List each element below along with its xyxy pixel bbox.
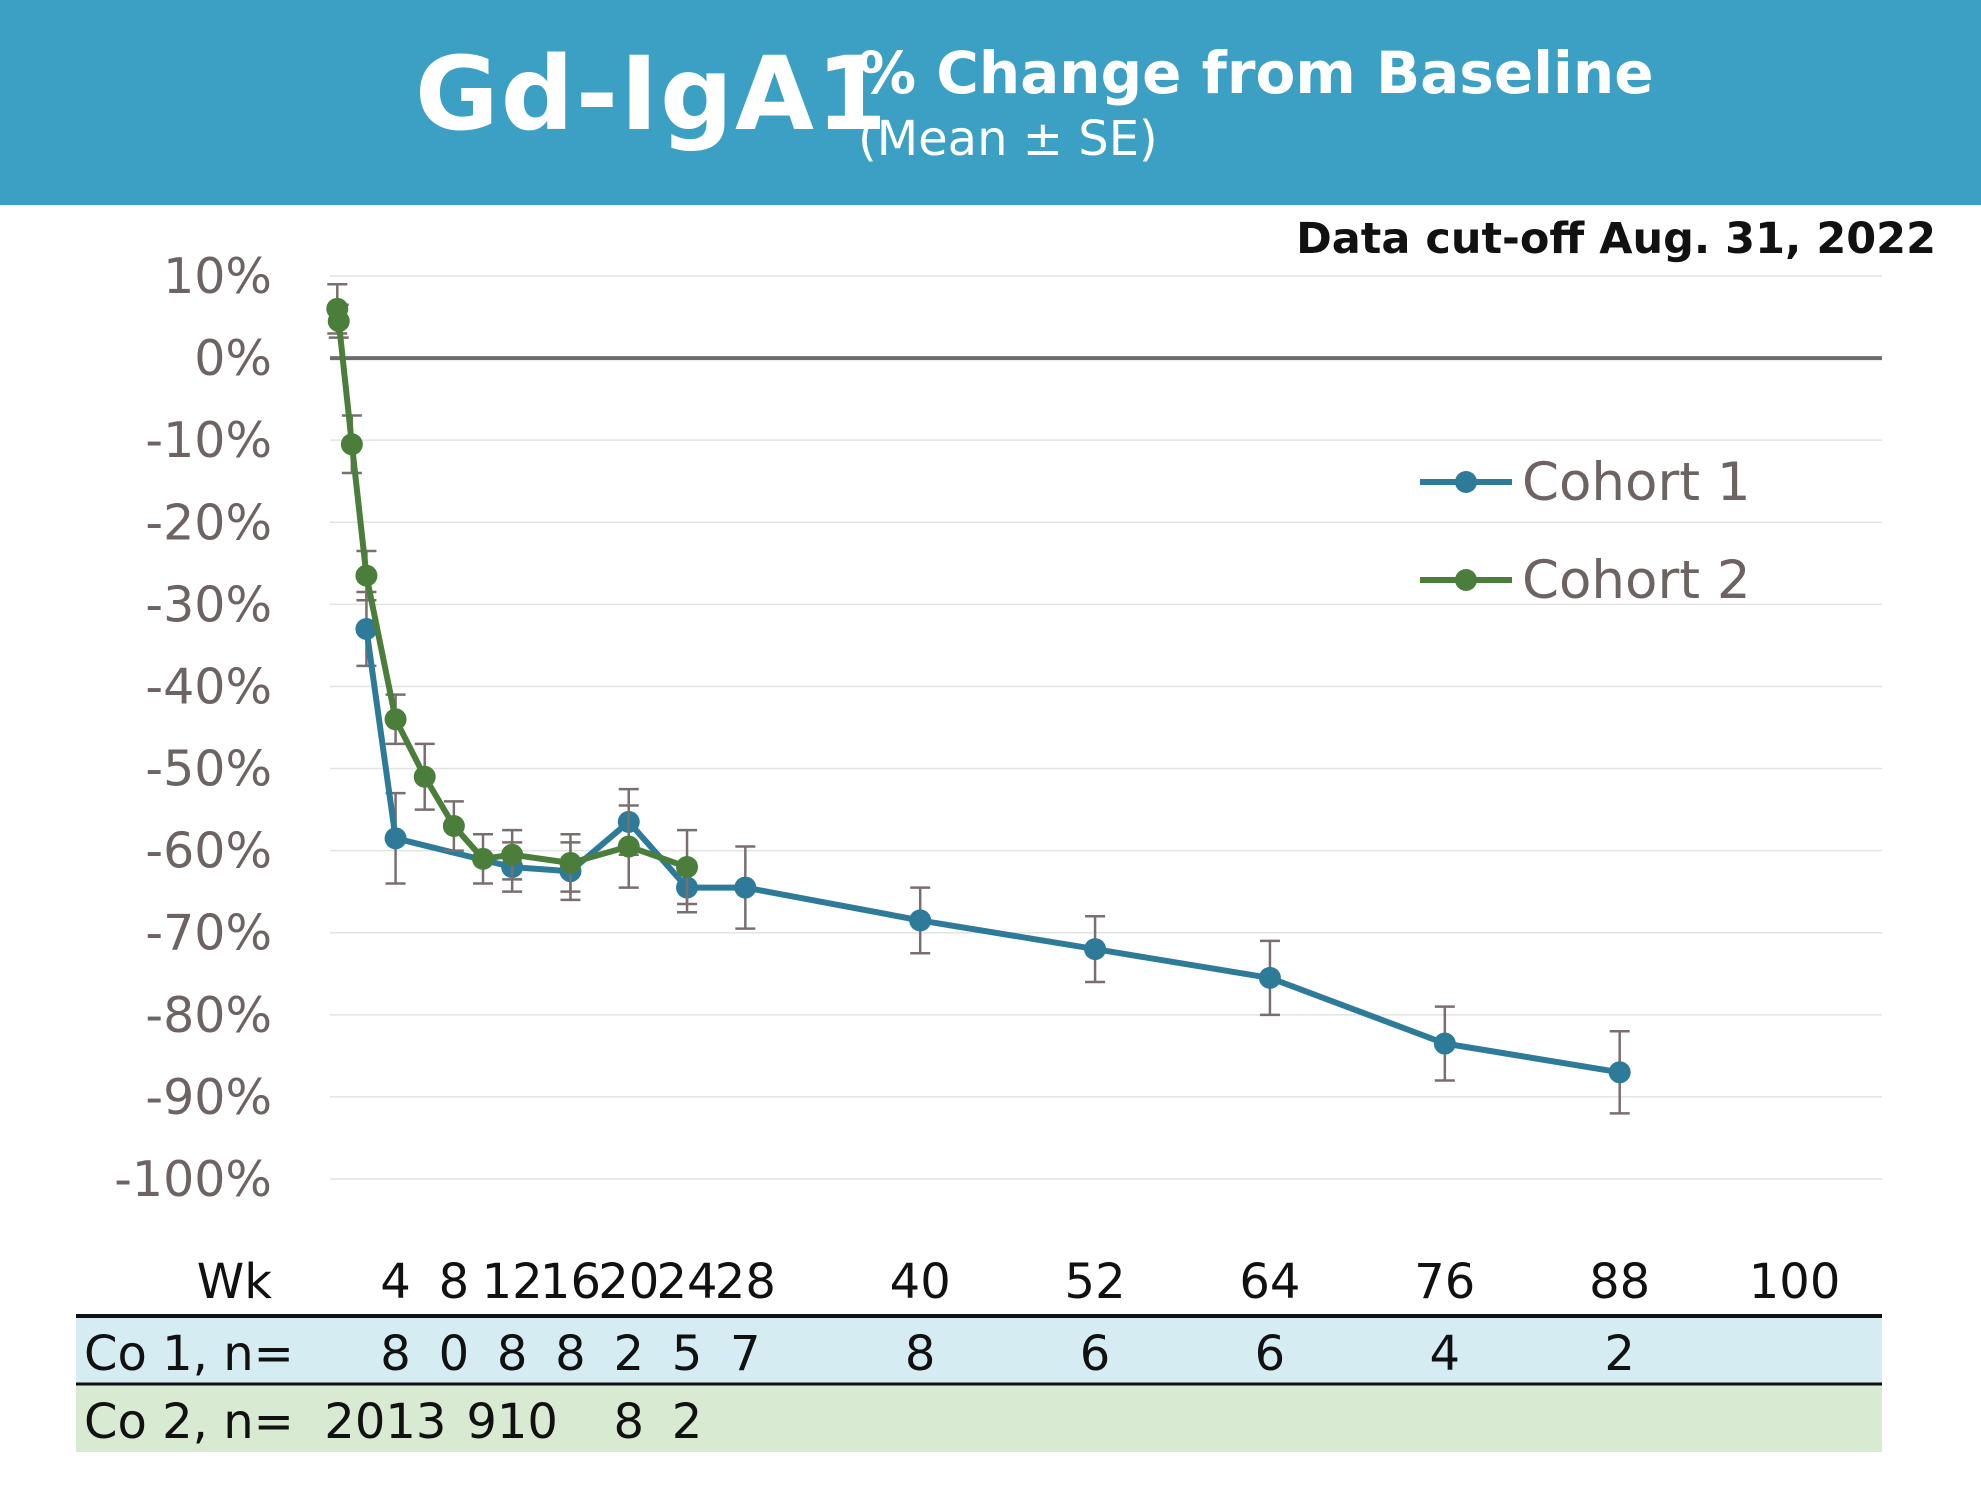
y-tick-label: -20% xyxy=(145,494,272,551)
n-count: 2 xyxy=(672,1394,703,1450)
n-row-label: Co 1, n= xyxy=(84,1326,294,1382)
legend-swatch-marker xyxy=(1455,471,1477,493)
y-tick-label: -100% xyxy=(114,1151,272,1208)
legend-swatch-marker xyxy=(1455,569,1477,591)
x-tick-label: 64 xyxy=(1239,1254,1300,1310)
y-tick-label: -10% xyxy=(145,412,272,469)
x-tick-label: 28 xyxy=(715,1254,776,1310)
y-tick-label: -30% xyxy=(145,576,272,633)
data-point xyxy=(617,835,640,858)
data-point xyxy=(384,708,407,731)
n-count: 2 xyxy=(1604,1326,1635,1382)
y-tick-label: 0% xyxy=(194,330,272,387)
n-count: 0 xyxy=(439,1326,470,1382)
y-tick-label: -60% xyxy=(145,823,272,880)
data-point xyxy=(355,564,378,587)
n-count: 8 xyxy=(497,1326,528,1382)
x-axis-label: Wk xyxy=(197,1254,272,1310)
n-count: 8 xyxy=(380,1326,411,1382)
data-point xyxy=(413,765,436,788)
n-count: 2013 xyxy=(324,1394,446,1450)
title-banner: Gd-IgA1 % Change from Baseline (Mean ± S… xyxy=(0,0,1981,205)
data-point xyxy=(442,815,465,838)
x-tick-label: 40 xyxy=(890,1254,951,1310)
chart-subtitle-stat: (Mean ± SE) xyxy=(858,111,1158,167)
data-point xyxy=(472,847,495,870)
n-count: 6 xyxy=(1255,1326,1286,1382)
chart-subtitle: % Change from Baseline xyxy=(858,39,1654,107)
x-tick-label: 16 xyxy=(540,1254,601,1310)
n-count: 7 xyxy=(730,1326,761,1382)
n-row-1-background xyxy=(76,1316,1882,1384)
x-tick-label: 4 xyxy=(380,1254,411,1310)
x-tick-label: 76 xyxy=(1414,1254,1475,1310)
x-tick-label: 100 xyxy=(1749,1254,1841,1310)
n-count: 2 xyxy=(613,1326,644,1382)
data-point xyxy=(734,876,757,899)
x-tick-label: 24 xyxy=(656,1254,717,1310)
x-tick-label: 52 xyxy=(1065,1254,1126,1310)
x-tick-label: 88 xyxy=(1589,1254,1650,1310)
n-count: 8 xyxy=(905,1326,936,1382)
data-point xyxy=(501,843,524,866)
y-tick-label: -50% xyxy=(145,741,272,798)
n-count: 5 xyxy=(672,1326,703,1382)
y-tick-label: -90% xyxy=(145,1069,272,1126)
series-2 xyxy=(326,282,699,906)
chart-title: Gd-IgA1 xyxy=(415,35,889,154)
data-point xyxy=(676,856,699,879)
n-count: 6 xyxy=(1080,1326,1111,1382)
n-count: 8 xyxy=(555,1326,586,1382)
y-tick-label: -80% xyxy=(145,987,272,1044)
n-count: 4 xyxy=(1430,1326,1461,1382)
data-point xyxy=(1608,1061,1631,1084)
y-tick-label: -70% xyxy=(145,905,272,962)
n-count: 8 xyxy=(613,1394,644,1450)
data-point xyxy=(1258,966,1281,989)
series-1 xyxy=(355,590,1631,1115)
data-point xyxy=(355,617,378,640)
y-tick-label: 10% xyxy=(163,248,272,305)
data-point xyxy=(1084,938,1107,961)
x-tick-label: 12 xyxy=(482,1254,543,1310)
data-point xyxy=(340,433,363,456)
n-row-2-background xyxy=(76,1384,1882,1452)
x-tick-label: 20 xyxy=(598,1254,659,1310)
data-point xyxy=(327,310,350,333)
data-point xyxy=(384,827,407,850)
y-tick-label: -40% xyxy=(145,658,272,715)
data-point xyxy=(909,909,932,932)
legend-label: Cohort 2 xyxy=(1522,550,1751,611)
x-tick-label: 8 xyxy=(439,1254,470,1310)
data-point xyxy=(1433,1032,1456,1055)
n-count: 910 xyxy=(466,1394,558,1450)
n-row-label: Co 2, n= xyxy=(84,1394,294,1450)
data-cutoff-note: Data cut-off Aug. 31, 2022 xyxy=(1296,214,1936,264)
legend-label: Cohort 1 xyxy=(1522,452,1751,513)
data-point xyxy=(559,851,582,874)
